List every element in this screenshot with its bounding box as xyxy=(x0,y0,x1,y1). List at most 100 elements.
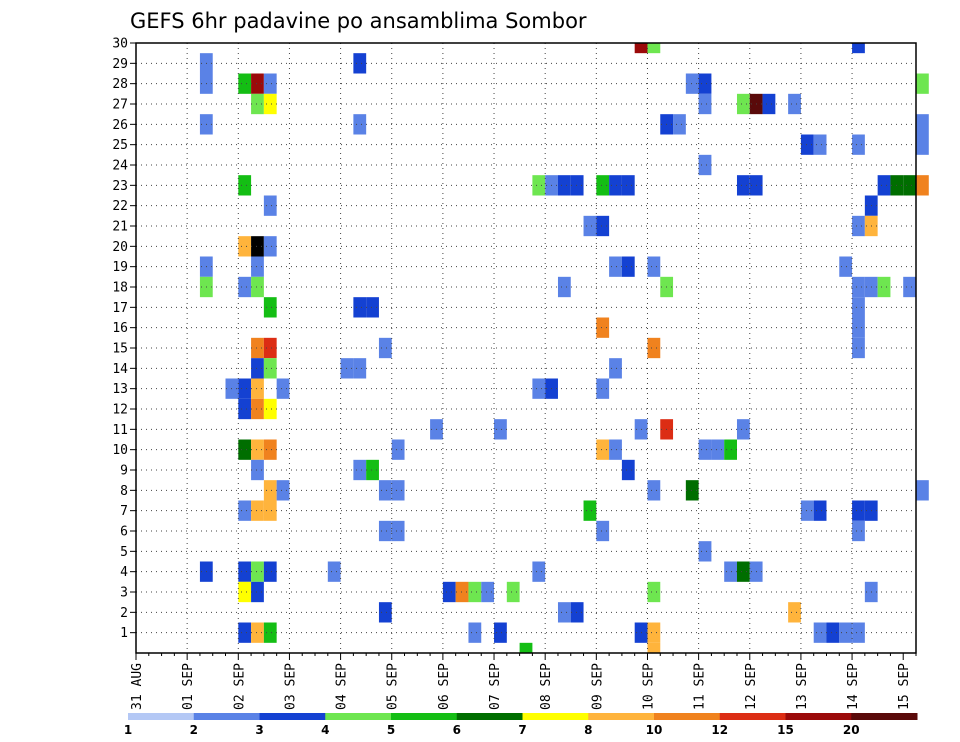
heatmap-cell xyxy=(251,459,264,481)
heatmap-cell xyxy=(647,43,661,54)
heatmap-cell xyxy=(442,581,456,603)
x-tick-label: 01 SEP xyxy=(181,663,196,710)
heatmap-cell xyxy=(251,622,264,643)
colorbar-label: 15 xyxy=(777,723,794,737)
heatmap-cell xyxy=(366,297,379,318)
colorbar-label: 8 xyxy=(584,723,592,737)
y-tick-label: 4 xyxy=(120,565,128,580)
colorbar-swatch xyxy=(456,713,523,720)
colorbar-swatch xyxy=(128,713,195,720)
colorbar-label: 12 xyxy=(711,723,728,737)
y-tick-label: 3 xyxy=(120,586,128,601)
colorbar-swatch xyxy=(719,713,786,720)
heatmap-cell xyxy=(698,439,712,460)
y-tick-label: 26 xyxy=(112,118,128,133)
heatmap-cell xyxy=(251,561,264,582)
heatmap-cell xyxy=(673,114,686,135)
heatmap-cell xyxy=(378,337,392,359)
heatmap-cell xyxy=(736,175,750,196)
heatmap-cell xyxy=(263,337,277,359)
heatmap-cell xyxy=(263,439,277,460)
heatmap-cell xyxy=(852,215,865,237)
heatmap-cell xyxy=(647,622,661,643)
heatmap-cell xyxy=(238,622,252,643)
heatmap-cell xyxy=(532,175,546,196)
colorbar-label: 5 xyxy=(387,723,395,737)
heatmap-cell xyxy=(903,276,916,298)
colorbar-label: 3 xyxy=(255,723,263,737)
heatmap-cell xyxy=(647,337,661,359)
heatmap-cell xyxy=(263,500,277,521)
heatmap-cell xyxy=(238,581,252,603)
heatmap-cell xyxy=(736,561,750,582)
heatmap-cell xyxy=(481,581,495,603)
y-tick-label: 6 xyxy=(120,525,128,540)
y-tick-label: 1 xyxy=(120,626,128,641)
x-tick-label: 12 SEP xyxy=(744,663,759,710)
y-tick-label: 5 xyxy=(120,545,128,560)
heatmap-cell xyxy=(238,398,252,420)
heatmap-cell xyxy=(583,215,597,237)
y-tick-label: 25 xyxy=(112,138,128,153)
heatmap-cell xyxy=(378,602,392,623)
heatmap-cell xyxy=(698,541,712,562)
heatmap-cell xyxy=(366,459,379,481)
heatmap-cell xyxy=(916,134,929,155)
x-tick-label: 07 SEP xyxy=(488,663,503,710)
heatmap-cell xyxy=(263,622,277,643)
heatmap-cell xyxy=(724,439,737,460)
heatmap-cell xyxy=(263,480,277,501)
heatmap-cell xyxy=(826,622,840,643)
heatmap-cell xyxy=(353,459,367,481)
heatmap-cell xyxy=(596,520,610,542)
heatmap-cell xyxy=(852,500,865,521)
heatmap-cell xyxy=(596,317,610,338)
heatmap-cell xyxy=(916,73,929,94)
heatmap-cell xyxy=(852,134,865,155)
x-tick-label: 04 SEP xyxy=(335,663,350,710)
y-tick-label: 18 xyxy=(112,281,128,296)
heatmap-cell xyxy=(621,175,635,196)
heatmap-cell xyxy=(711,439,725,460)
heatmap-cell xyxy=(263,195,277,216)
heatmap-cell xyxy=(251,276,264,298)
plot-grid xyxy=(136,43,916,653)
y-tick-label: 12 xyxy=(112,403,128,418)
heatmap-cell xyxy=(698,154,712,176)
y-tick-label: 15 xyxy=(112,342,128,357)
heatmap-cell xyxy=(263,236,277,257)
y-tick-label: 13 xyxy=(112,382,128,397)
heatmap-cell xyxy=(276,378,290,399)
colorbar-swatch xyxy=(193,713,260,720)
heatmap-cell xyxy=(455,581,469,603)
heatmap-cell xyxy=(583,500,597,521)
heatmap-cells xyxy=(199,43,929,653)
y-tick-label: 11 xyxy=(112,423,128,438)
y-tick-label: 2 xyxy=(120,606,128,621)
colorbar-swatch xyxy=(785,713,852,720)
heatmap-cell xyxy=(596,175,610,196)
y-tick-label: 28 xyxy=(112,77,128,92)
heatmap-cell xyxy=(852,520,865,542)
heatmap-cell xyxy=(263,358,277,379)
heatmap-cell xyxy=(532,378,546,399)
heatmap-cell xyxy=(800,500,814,521)
x-tick-label: 06 SEP xyxy=(437,663,452,710)
heatmap-cell xyxy=(353,114,367,135)
y-tick-label: 19 xyxy=(112,260,128,275)
heatmap-cell xyxy=(238,276,252,298)
heatmap-cell xyxy=(685,73,699,94)
heatmap-cell xyxy=(852,297,865,318)
heatmap-cell xyxy=(724,561,737,582)
x-tick-label: 02 SEP xyxy=(232,663,247,710)
y-tick-label: 30 xyxy=(112,37,128,52)
heatmap-cell xyxy=(698,93,712,115)
heatmap-cell xyxy=(839,622,853,643)
y-tick-label: 23 xyxy=(112,179,128,194)
heatmap-cell xyxy=(916,114,929,135)
heatmap-cell xyxy=(788,93,801,115)
heatmap-cell xyxy=(813,134,827,155)
heatmap-cell xyxy=(353,297,367,318)
y-tick-label: 27 xyxy=(112,98,128,113)
